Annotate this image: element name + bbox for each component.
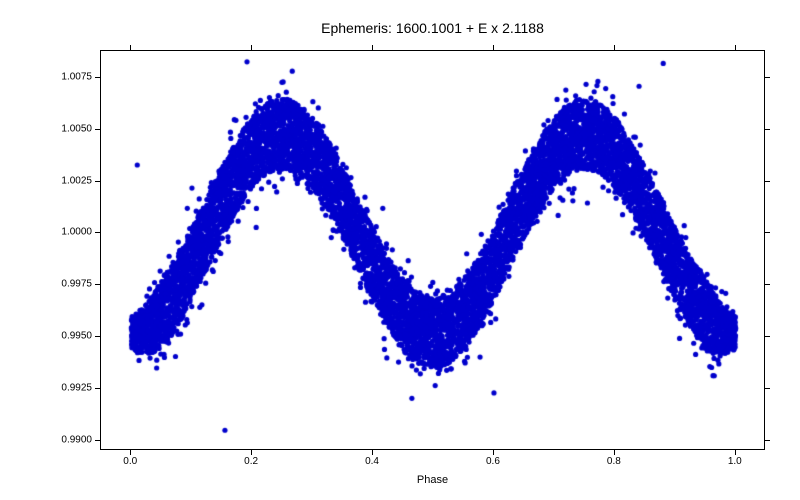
xtick-mark: [251, 450, 252, 455]
xtick-mark: [130, 450, 131, 455]
xtick-mark: [493, 45, 494, 50]
ytick-mark: [95, 440, 100, 441]
ytick-mark: [765, 336, 770, 337]
scatter-canvas: [101, 51, 766, 451]
plot-area: [100, 50, 765, 450]
ytick-mark: [95, 284, 100, 285]
ytick-mark: [765, 440, 770, 441]
ytick-mark: [95, 129, 100, 130]
ytick-mark: [95, 77, 100, 78]
ytick-mark: [765, 77, 770, 78]
ytick-label: 0.9925: [42, 382, 92, 393]
ytick-label: 1.0075: [42, 71, 92, 82]
ytick-label: 1.0025: [42, 175, 92, 186]
x-axis-label: Phase: [100, 474, 765, 486]
ytick-mark: [765, 284, 770, 285]
ytick-label: 0.9950: [42, 331, 92, 342]
ytick-label: 1.0000: [42, 227, 92, 238]
xtick-mark: [372, 45, 373, 50]
ytick-mark: [765, 181, 770, 182]
ytick-mark: [765, 129, 770, 130]
xtick-mark: [735, 450, 736, 455]
ytick-mark: [95, 181, 100, 182]
ytick-mark: [95, 336, 100, 337]
xtick-label: 0.0: [123, 456, 137, 467]
xtick-label: 0.8: [607, 456, 621, 467]
xtick-label: 0.2: [244, 456, 258, 467]
xtick-mark: [493, 450, 494, 455]
xtick-mark: [130, 45, 131, 50]
xtick-mark: [372, 450, 373, 455]
xtick-mark: [735, 45, 736, 50]
ytick-label: 0.9900: [42, 434, 92, 445]
chart-title: Ephemeris: 1600.1001 + E x 2.1188: [100, 20, 765, 36]
ytick-label: 0.9975: [42, 279, 92, 290]
xtick-label: 0.4: [365, 456, 379, 467]
xtick-mark: [614, 450, 615, 455]
ytick-label: 1.0050: [42, 123, 92, 134]
ytick-mark: [765, 232, 770, 233]
xtick-label: 0.6: [486, 456, 500, 467]
ytick-mark: [765, 388, 770, 389]
ytick-mark: [95, 232, 100, 233]
xtick-mark: [251, 45, 252, 50]
ytick-mark: [95, 388, 100, 389]
xtick-label: 1.0: [728, 456, 742, 467]
figure: Ephemeris: 1600.1001 + E x 2.1188 Phase …: [0, 0, 800, 500]
xtick-mark: [614, 45, 615, 50]
